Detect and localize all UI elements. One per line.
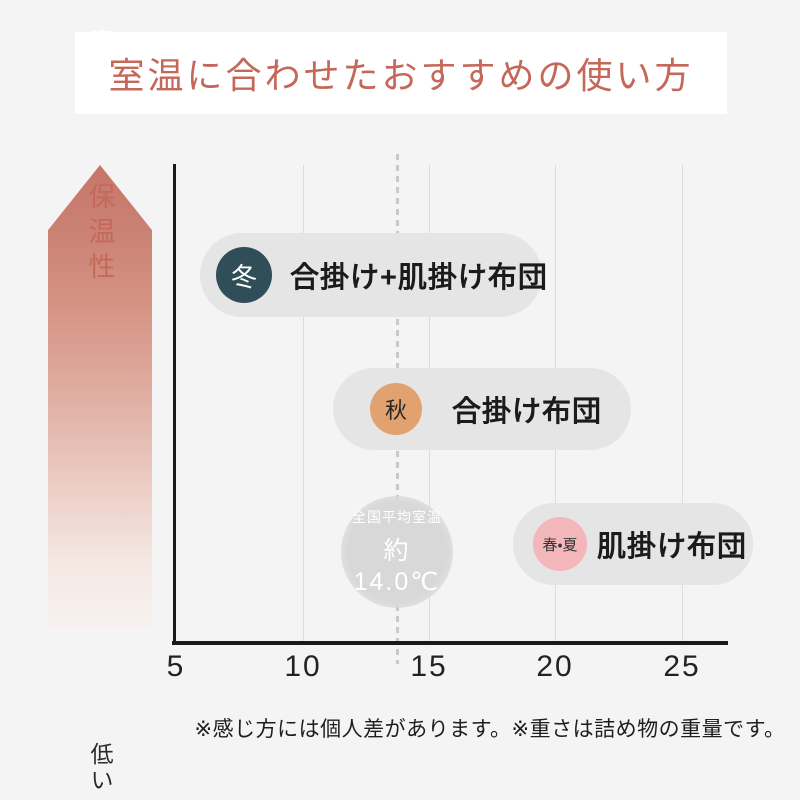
product-label-autumn: 合掛け布団 bbox=[452, 396, 603, 428]
warmth-axis-arrow bbox=[48, 165, 152, 630]
product-label-winter: 合掛け+肌掛け布団 bbox=[290, 262, 548, 294]
season-badge-spring-summer: 春・夏 bbox=[533, 517, 587, 571]
season-badge-winter: 冬 bbox=[216, 247, 272, 303]
warmth-high-label: 高い bbox=[87, 28, 113, 80]
warmth-axis-label: 保温性 bbox=[84, 182, 115, 287]
x-tick-25: 25 bbox=[663, 650, 701, 683]
y-axis-line bbox=[173, 164, 176, 645]
page-title: 室温に合わせたおすすめの使い方 bbox=[108, 55, 694, 96]
x-tick-10: 10 bbox=[284, 650, 322, 683]
gridline-25 bbox=[682, 165, 683, 642]
product-label-spring-summer: 肌掛け布団 bbox=[597, 531, 748, 563]
gridline-10 bbox=[303, 165, 304, 642]
recommendation-spring-summer: 春・夏 肌掛け布団 bbox=[513, 503, 753, 585]
recommendation-autumn: 秋 合掛け布団 bbox=[333, 368, 631, 450]
x-tick-15: 15 bbox=[410, 650, 448, 683]
x-tick-20: 20 bbox=[536, 650, 574, 683]
season-badge-autumn: 秋 bbox=[370, 383, 422, 435]
footnote: ※感じ方には個人差があります。※重さは詰め物の重量です。 bbox=[194, 718, 786, 741]
average-temp-label: 全国平均室温 bbox=[352, 509, 442, 525]
title-banner: 室温に合わせたおすすめの使い方 bbox=[75, 32, 727, 114]
x-tick-5: 5 bbox=[166, 650, 186, 683]
x-axis-line bbox=[172, 641, 728, 645]
recommendation-winter: 冬 合掛け+肌掛け布団 bbox=[200, 233, 547, 317]
warmth-low-label: 低い bbox=[87, 742, 113, 794]
average-temp-value: 約14.0℃ bbox=[353, 537, 441, 596]
average-temp-marker: 全国平均室温 約14.0℃ bbox=[341, 496, 453, 608]
